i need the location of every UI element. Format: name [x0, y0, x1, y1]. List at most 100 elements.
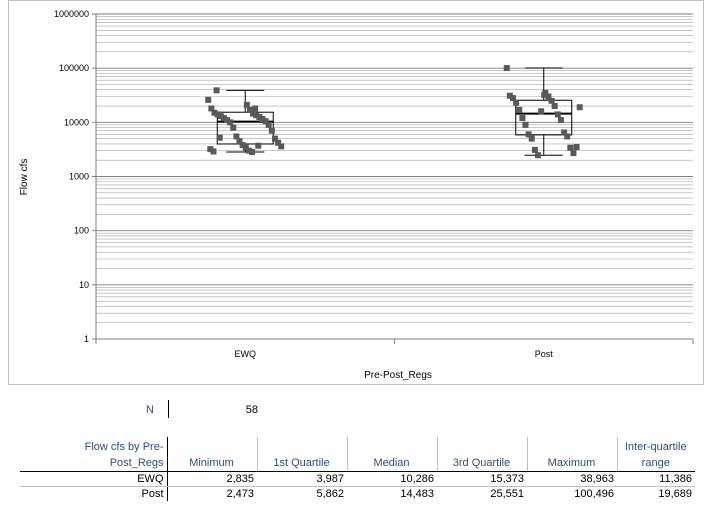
x-tick-label: EWQ	[235, 349, 257, 359]
cell-median: 10,286	[347, 471, 437, 487]
data-point	[531, 146, 538, 153]
data-point	[567, 144, 574, 151]
cell-q3: 15,373	[437, 471, 527, 487]
axes: 1 10 100 1000 10000 100000 1000000 EWQ Post	[54, 9, 694, 359]
y-tick-label: 1000	[69, 172, 89, 182]
data-point	[227, 119, 234, 126]
x-tick-label: Post	[535, 349, 554, 359]
data-point	[233, 133, 240, 140]
table-row: Post 2,473 5,862 14,483 25,551 100,496 1…	[20, 486, 695, 501]
header-q1: 1st Quartile	[257, 437, 348, 472]
data-point	[519, 115, 526, 122]
header-iqr-line2: range	[641, 457, 670, 469]
data-point	[545, 93, 552, 100]
data-point	[573, 144, 580, 151]
summary-table: Flow cfs by Pre- Post_Regs Minimum 1st Q…	[20, 437, 695, 501]
data-point	[522, 121, 529, 128]
header-maximum: Maximum	[527, 437, 618, 472]
data-point	[239, 142, 246, 149]
header-q3: 3rd Quartile	[437, 437, 528, 472]
n-value: 58	[245, 404, 258, 416]
data-point	[275, 139, 282, 146]
data-point	[236, 138, 243, 145]
row-label: EWQ	[20, 471, 168, 487]
data-point	[561, 129, 568, 136]
data-point	[216, 134, 223, 141]
y-tick-label: 1000000	[54, 9, 89, 19]
data-point	[224, 117, 231, 124]
header-median: Median	[347, 437, 438, 472]
data-point	[243, 101, 250, 108]
y-tick-label: 10000	[64, 117, 89, 127]
header-iqr-line1: Inter-quartile	[624, 441, 687, 453]
data-point	[242, 144, 249, 151]
data-point	[570, 150, 577, 157]
y-tick-label: 100000	[59, 63, 89, 73]
n-divider	[168, 400, 169, 418]
data-points	[205, 65, 583, 159]
gridlines	[92, 13, 693, 340]
cell-q1: 5,862	[316, 488, 344, 500]
data-point	[205, 96, 212, 103]
data-point	[551, 103, 558, 110]
data-point	[252, 105, 259, 112]
data-point	[246, 106, 253, 113]
data-point	[541, 91, 548, 98]
data-point	[510, 95, 517, 102]
header-minimum: Minimum	[167, 437, 258, 472]
header-group-line2: Post_Regs	[109, 457, 164, 469]
data-point	[538, 108, 545, 115]
cell-maximum: 38,963	[527, 471, 617, 487]
cell-q1: 3,987	[257, 471, 347, 487]
data-point	[211, 109, 218, 116]
data-point	[230, 124, 237, 131]
data-point	[525, 131, 532, 138]
data-point	[278, 143, 285, 150]
cell-maximum: 100,496	[574, 488, 614, 500]
cell-minimum: 2,835	[167, 471, 257, 487]
data-point	[554, 111, 561, 118]
cell-q3: 25,551	[490, 488, 524, 500]
data-point	[516, 106, 523, 113]
cell-minimum: 2,473	[226, 488, 254, 500]
data-point	[535, 152, 542, 159]
axis-labels: Flow cfs Pre-Post_Regs	[19, 159, 432, 381]
y-tick-label: 100	[74, 226, 89, 236]
chart-area: 1 10 100 1000 10000 100000 1000000 EWQ Post Flow…	[8, 0, 704, 385]
data-point	[506, 92, 513, 99]
data-point	[265, 121, 272, 128]
data-point	[564, 133, 571, 140]
y-axis-title: Flow cfs	[19, 159, 30, 196]
box-iqr	[515, 99, 573, 136]
data-point	[268, 127, 275, 134]
data-point	[207, 146, 214, 153]
box-plot: 1 10 100 1000 10000 100000 1000000 EWQ Post Flow…	[19, 9, 694, 381]
data-point	[259, 116, 266, 123]
data-point	[557, 117, 564, 124]
table-header-row: Flow cfs by Pre- Post_Regs Minimum 1st Q…	[20, 437, 695, 472]
data-point	[513, 99, 520, 106]
cell-iqr: 11,386	[617, 471, 695, 487]
header-group-line1: Flow cfs by Pre-	[84, 441, 164, 453]
y-tick-label: 1	[84, 334, 89, 344]
data-point	[255, 142, 262, 149]
data-point	[210, 148, 217, 155]
data-point	[253, 112, 260, 119]
data-point	[249, 148, 256, 155]
row-label: Post	[20, 486, 168, 501]
y-tick-label: 10	[79, 280, 89, 290]
cell-iqr: 19,689	[658, 488, 692, 500]
data-point	[548, 97, 555, 104]
n-label: N	[146, 404, 154, 416]
data-point	[271, 135, 278, 142]
x-axis-title: Pre-Post_Regs	[364, 370, 432, 381]
data-point	[214, 111, 221, 118]
data-point	[217, 113, 224, 120]
data-point	[503, 65, 510, 72]
header-iqr: Inter-quartile range	[617, 437, 695, 472]
data-point	[213, 87, 220, 94]
data-point	[256, 114, 263, 121]
data-point	[528, 135, 535, 142]
header-group: Flow cfs by Pre- Post_Regs	[20, 437, 168, 472]
data-point	[250, 110, 257, 117]
